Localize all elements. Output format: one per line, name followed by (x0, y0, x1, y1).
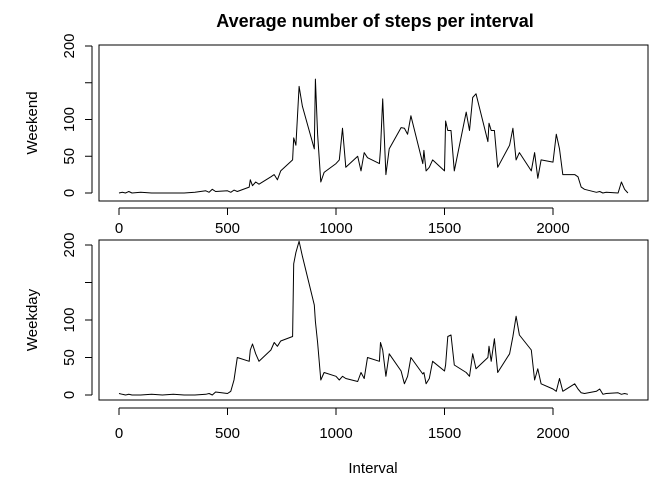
panel-weekend-frame (98, 44, 649, 202)
panel-weekday-y-tick-label: 50 (61, 349, 78, 366)
chart-title: Average number of steps per interval (216, 11, 533, 31)
panel-weekend-x-axis: 0 500 1000 1500 2000 (115, 207, 570, 237)
panel-weekday-y-tick-label: 0 (61, 391, 78, 399)
panel-weekday-y-tick-label: 200 (61, 232, 78, 257)
panel-weekend-x-tick-label: 0 (115, 220, 123, 237)
x-axis-label: Interval (348, 460, 397, 477)
panel-weekday-y-tick-label: 100 (61, 307, 78, 332)
panel-weekend-series-line (118, 78, 629, 194)
panel-weekend-y-axis: 0 50 100 200 (61, 33, 93, 197)
panel-weekday: Weekday 0 500 1000 1500 2000 0 50 100 200 (24, 232, 649, 442)
panel-weekend-x-tick-label: 500 (215, 220, 240, 237)
panel-weekend-ylabel: Weekend (24, 91, 41, 154)
panel-weekend-x-tick-label: 2000 (536, 220, 569, 237)
panel-weekend-x-tick-label: 1000 (319, 220, 352, 237)
panel-weekday-x-tick-label: 500 (215, 425, 240, 442)
panel-weekday-x-tick-label: 0 (115, 425, 123, 442)
panel-weekday-ylabel: Weekday (24, 288, 41, 351)
panel-weekday-series-line (118, 240, 629, 396)
panel-weekday-y-axis: 0 50 100 200 (61, 232, 93, 399)
panel-weekday-x-axis: 0 500 1000 1500 2000 (115, 407, 570, 442)
panel-weekday-x-tick-label: 1500 (428, 425, 461, 442)
panel-weekend-y-tick-label: 200 (61, 33, 78, 58)
panel-weekday-x-tick-label: 2000 (536, 425, 569, 442)
panel-weekend-x-tick-label: 1500 (428, 220, 461, 237)
panel-weekday-frame (98, 239, 649, 401)
panel-weekday-x-tick-label: 1000 (319, 425, 352, 442)
panel-weekend-y-tick-label: 100 (61, 107, 78, 132)
panel-weekend-y-tick-label: 0 (61, 189, 78, 197)
panel-weekend-y-tick-label: 50 (61, 148, 78, 165)
panel-weekend: Weekend 0 500 1000 1500 2000 0 50 100 200 (24, 33, 649, 237)
